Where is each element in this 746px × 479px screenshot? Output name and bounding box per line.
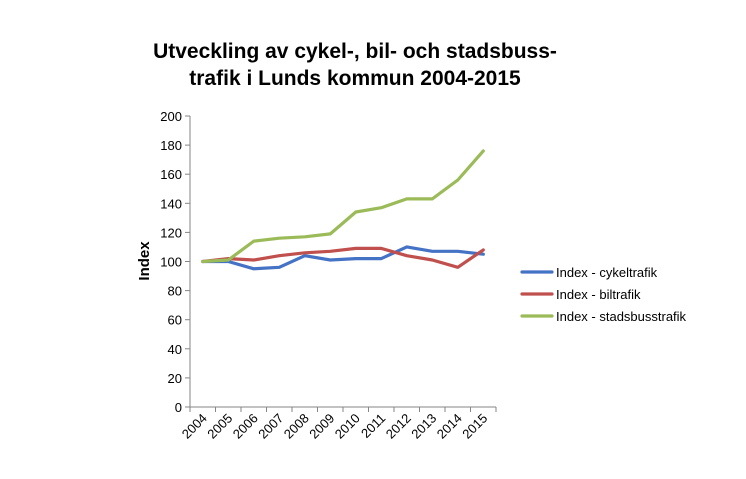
x-tick-label: 2004 [179,411,210,442]
y-tick-label: 80 [168,284,182,299]
x-tick-label: 2013 [408,411,439,442]
y-tick-label: 120 [160,225,182,240]
chart-title-line-2: trafik i Lunds kommun 2004-2015 [189,67,521,90]
y-axis: 0 20 40 60 80 100 120 140 160 180 200 [160,109,191,415]
y-tick-label: 180 [160,138,182,153]
x-tick-label: 2006 [230,411,261,442]
x-axis: 2004200520062007200820092010201120122013… [179,406,497,442]
x-tick-label: 2010 [332,411,363,442]
x-tick-label: 2009 [306,411,337,442]
series-line-1 [201,245,485,271]
legend-label: Index - stadsbusstrafik [556,309,687,324]
y-axis-title: Index [136,241,153,281]
y-tick-label: 140 [160,196,182,211]
x-tick-label: 2015 [459,411,490,442]
x-tick-label: 2011 [358,411,388,441]
series-line-2 [201,246,485,269]
y-tick-label: 60 [168,313,182,328]
legend-label: Index - biltrafik [556,287,641,302]
y-tick-label: 40 [168,342,182,357]
y-tick-label: 200 [160,109,182,124]
y-tick-label: 100 [160,255,182,270]
series-line-3 [201,149,485,264]
x-tick-label: 2014 [434,411,465,442]
x-tick-label: 2007 [255,411,286,442]
x-tick-label: 2012 [383,411,414,442]
y-tick-label: 160 [160,167,182,182]
legend: Index - cykeltrafik Index - biltrafik Inde… [520,265,687,324]
chart-title-line-1: Utveckling av cykel-, bil- och stadsbuss… [153,40,557,63]
x-tick-label: 2005 [204,411,235,442]
x-tick-label: 2008 [281,411,312,442]
legend-label: Index - cykeltrafik [556,265,658,280]
y-tick-label: 0 [175,400,182,415]
series-lines [201,149,485,271]
y-tick-label: 20 [168,371,182,386]
